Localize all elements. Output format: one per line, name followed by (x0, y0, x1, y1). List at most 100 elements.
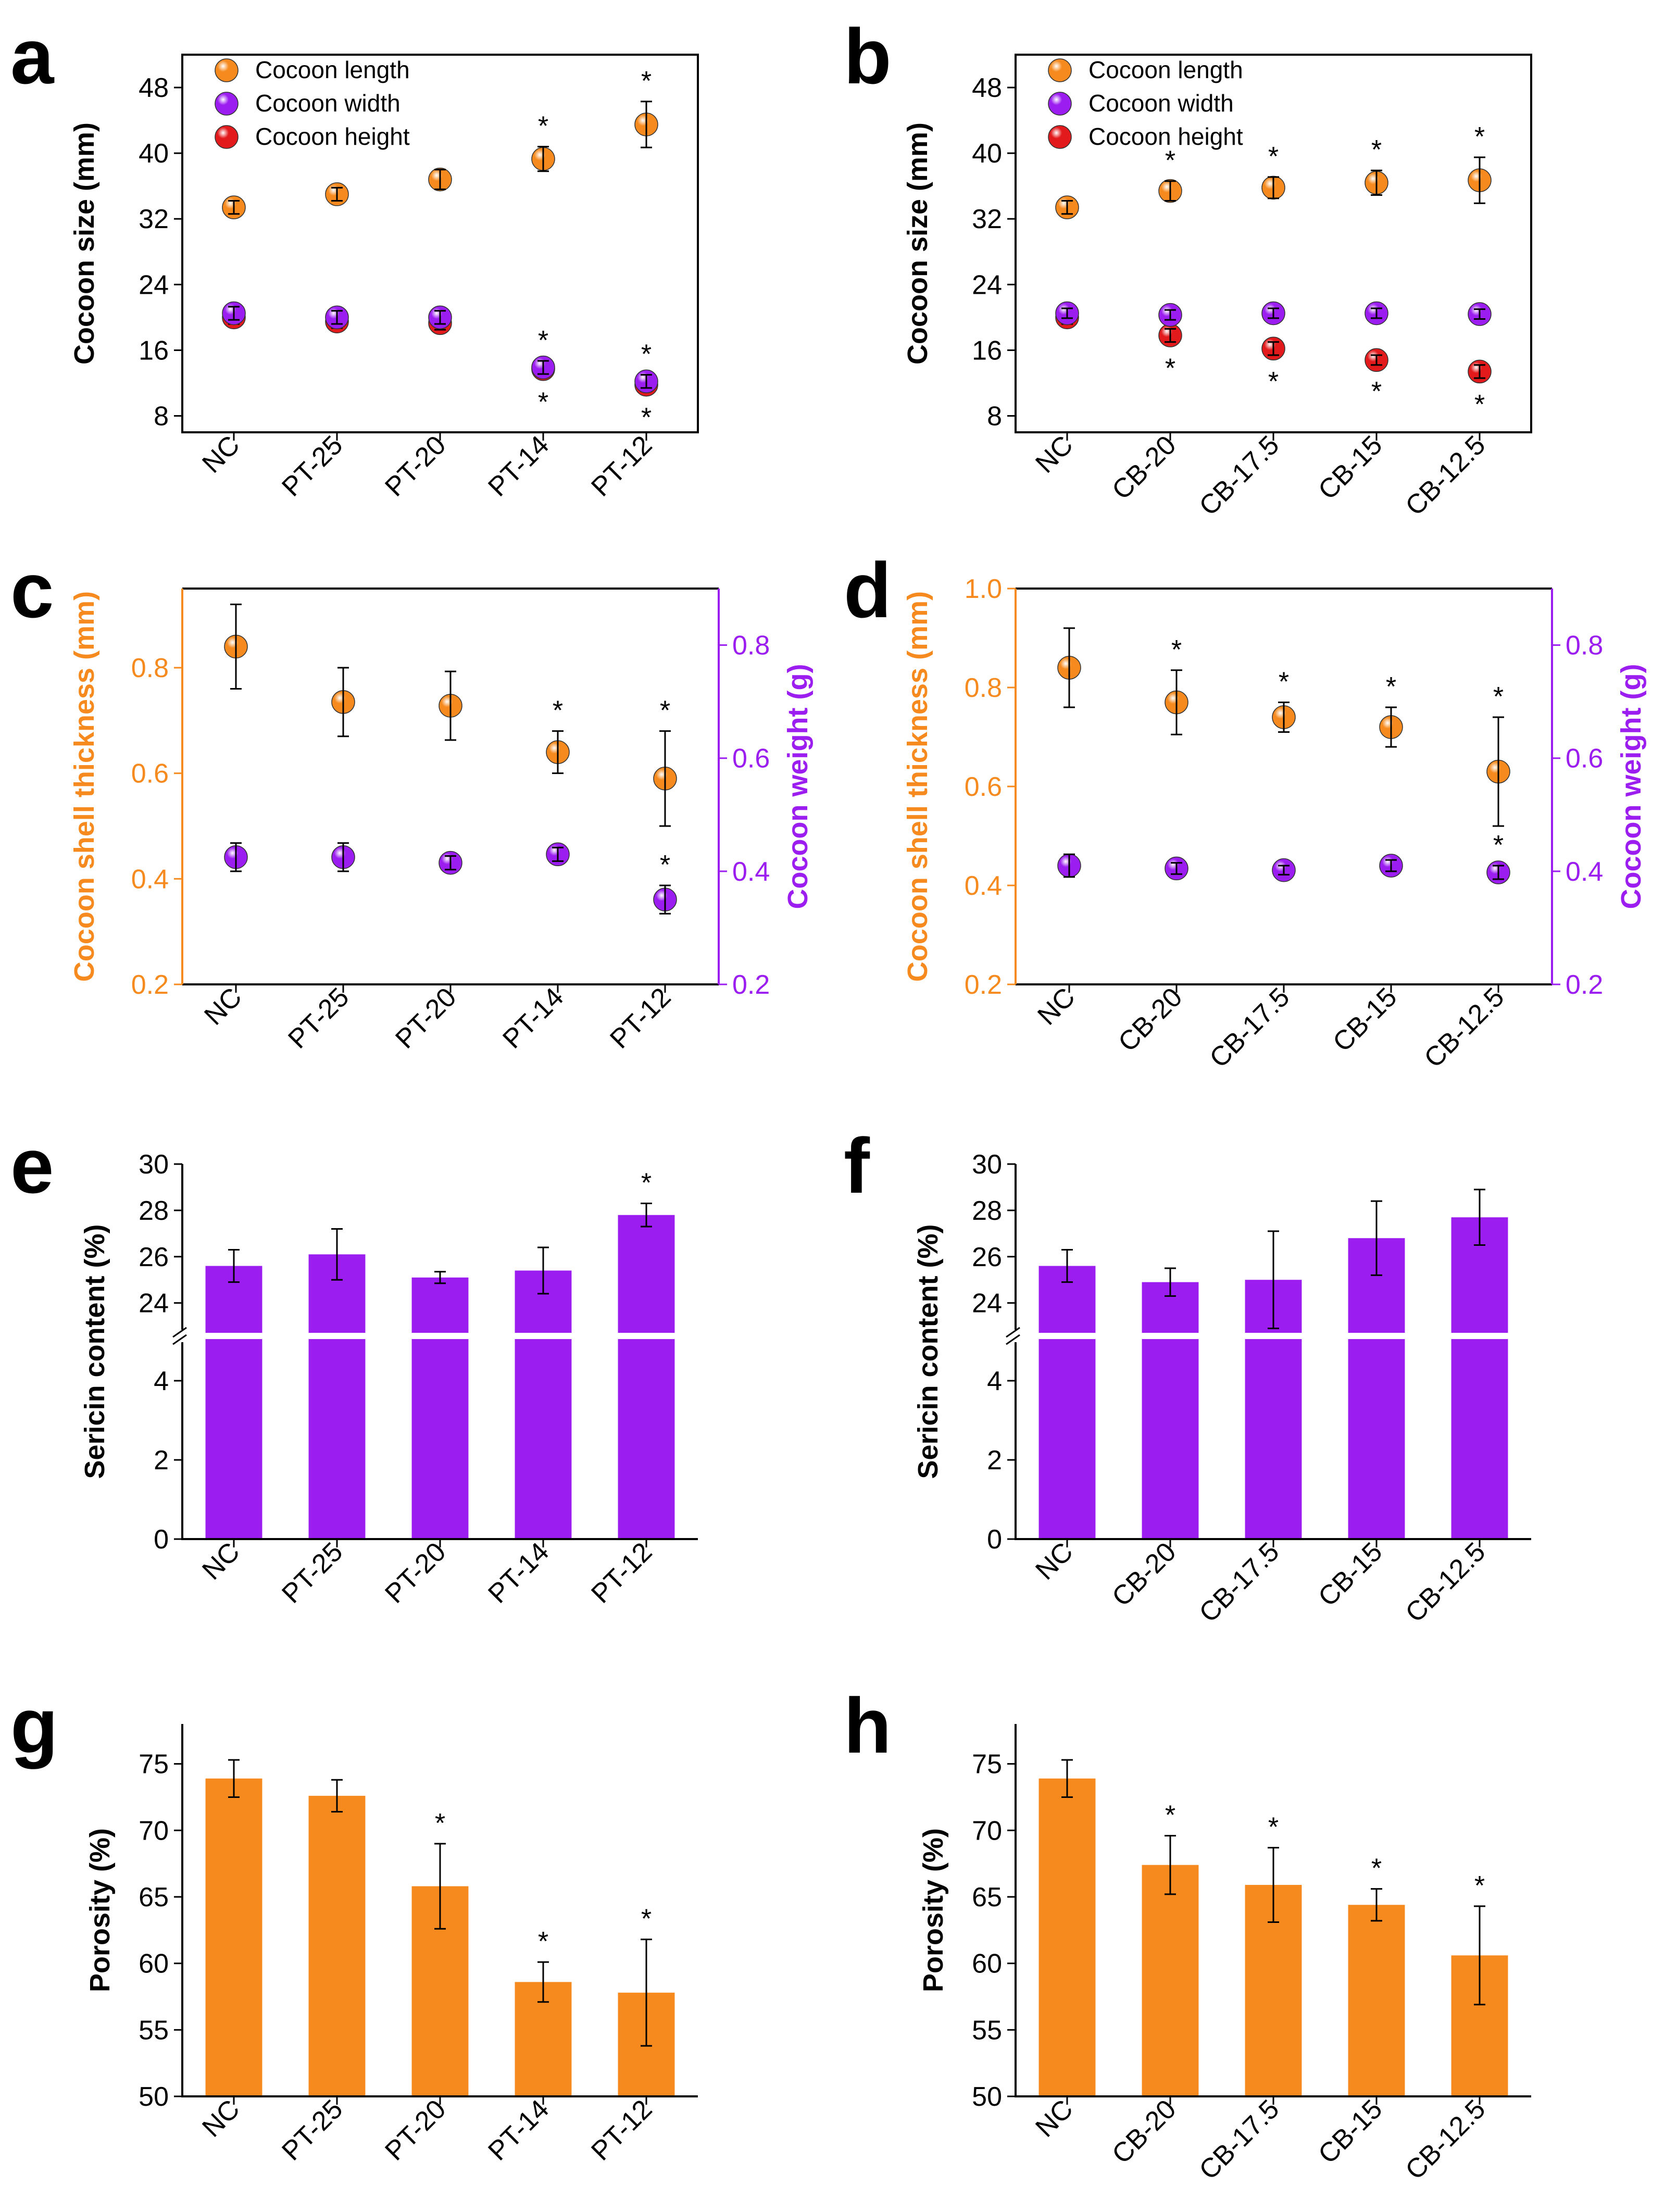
x-tick-label: CB-12.5 (1400, 2094, 1492, 2185)
error-bar (1493, 716, 1504, 827)
error-bar (228, 306, 240, 321)
error-bar (1063, 627, 1075, 708)
x-tick-label: CB-20 (1106, 2094, 1182, 2169)
y-tick-label: 65 (139, 1882, 169, 1913)
bar (205, 1778, 262, 2096)
error-bar (445, 855, 456, 871)
y-axis-label: Sericin content (%) (912, 1224, 944, 1479)
error-bar (337, 842, 349, 872)
y-tick-label: 8 (987, 401, 1002, 431)
x-tick-label: PT-25 (276, 430, 348, 502)
error-bar (331, 186, 343, 202)
error-bar (1063, 853, 1075, 878)
y-tick-label: 40 (972, 139, 1002, 169)
error-bar (1165, 1267, 1176, 1297)
significance-star: * (1279, 667, 1289, 697)
x-tick-label: CB-12.5 (1400, 1536, 1492, 1628)
error-bar (1061, 307, 1073, 319)
y-tick-label: 16 (972, 335, 1002, 366)
x-tick-label: NC (1032, 982, 1081, 1031)
error-bar (230, 603, 242, 690)
error-bar (552, 846, 564, 862)
legend-label: Cocoon height (1088, 123, 1243, 150)
y-tick-label: 75 (139, 1749, 169, 1780)
x-tick-label: CB-15 (1312, 1536, 1388, 1612)
y-axis-label: Cocoon shell thickness (mm) (69, 591, 100, 982)
error-bar (659, 730, 671, 827)
y2-tick-label: 0.6 (732, 744, 770, 774)
error-bar (1474, 1905, 1485, 2006)
bar (205, 1266, 262, 1539)
y-tick-label: 2 (154, 1445, 169, 1476)
y-tick-label: 32 (139, 204, 169, 234)
bar (1038, 1778, 1096, 2096)
x-tick-label: PT-25 (276, 1536, 348, 1609)
y2-tick-label: 0.8 (1566, 631, 1603, 661)
x-tick-label: CB-15 (1327, 982, 1403, 1057)
error-bar (641, 1939, 652, 2047)
error-bar (1474, 364, 1485, 379)
error-bar (1278, 702, 1290, 733)
y-tick-label: 48 (972, 73, 1002, 103)
significance-star: * (1474, 390, 1485, 420)
x-tick-label: PT-12 (585, 1536, 658, 1609)
legend-label: Cocoon length (255, 56, 410, 83)
error-bar (228, 1248, 240, 1283)
error-bar (445, 670, 456, 741)
significance-star: * (1268, 142, 1279, 172)
error-bar (1268, 176, 1279, 199)
y-tick-label: 24 (139, 1289, 169, 1319)
error-bar (228, 1759, 240, 1798)
error-bar (1061, 1759, 1073, 1798)
x-tick-label: PT-25 (276, 2094, 348, 2166)
x-tick-label: PT-25 (282, 982, 355, 1054)
y-tick-label: 2 (987, 1445, 1002, 1476)
significance-star: * (1165, 354, 1175, 384)
x-tick-label: CB-20 (1106, 1536, 1182, 1612)
significance-star: * (1474, 122, 1485, 152)
error-bar (537, 1246, 549, 1295)
x-tick-label: PT-20 (379, 1536, 452, 1609)
x-tick-label: PT-20 (379, 2094, 452, 2166)
x-tick-label: PT-14 (482, 1536, 555, 1609)
x-tick-label: PT-20 (390, 982, 462, 1054)
error-bar (552, 730, 564, 774)
bar (1348, 1905, 1405, 2096)
panel-letter: e (10, 1122, 54, 1209)
y-tick-label: 65 (972, 1882, 1002, 1913)
y-tick-label: 16 (139, 335, 169, 366)
panel-a: a 8 16 24 32 40 48 Cocoon size (mm) NC PT-25 PT-20… (10, 13, 699, 503)
axis-break-gap (184, 1333, 696, 1339)
bar (308, 1795, 366, 2096)
x-tick-label: CB-12.5 (1400, 430, 1492, 521)
y-tick-label: 26 (972, 1242, 1002, 1272)
error-bar (1371, 1200, 1382, 1276)
panel-b: b 8 16 24 32 40 48 Cocoon size (mm) NC CB-20 CB-17… (844, 13, 1532, 521)
panel-letter: b (844, 13, 892, 100)
error-bar (331, 1779, 343, 1813)
legend-marker (215, 125, 239, 149)
significance-star: * (1268, 367, 1279, 397)
error-bar (1385, 706, 1397, 748)
y-tick-label: 50 (972, 2082, 1002, 2112)
y2-tick-label: 0.6 (1566, 744, 1603, 774)
x-tick-label: CB-12.5 (1419, 982, 1510, 1073)
x-tick-label: NC (196, 2094, 245, 2143)
error-bar (641, 1203, 652, 1228)
significance-star: * (1371, 1854, 1382, 1884)
legend-marker (1048, 125, 1072, 149)
significance-star: * (1165, 146, 1175, 176)
error-bar (1268, 1230, 1279, 1330)
x-tick-label: NC (1030, 1536, 1079, 1585)
error-bar (1061, 200, 1073, 215)
error-bar (537, 360, 549, 375)
panel-letter: h (844, 1682, 892, 1769)
y-tick-label: 55 (139, 2015, 169, 2045)
x-tick-label: PT-14 (482, 430, 555, 502)
y2-tick-label: 0.8 (732, 631, 770, 661)
y-tick-label: 4 (154, 1366, 169, 1396)
y-tick-label: 75 (972, 1749, 1002, 1780)
error-bar (1371, 354, 1382, 366)
